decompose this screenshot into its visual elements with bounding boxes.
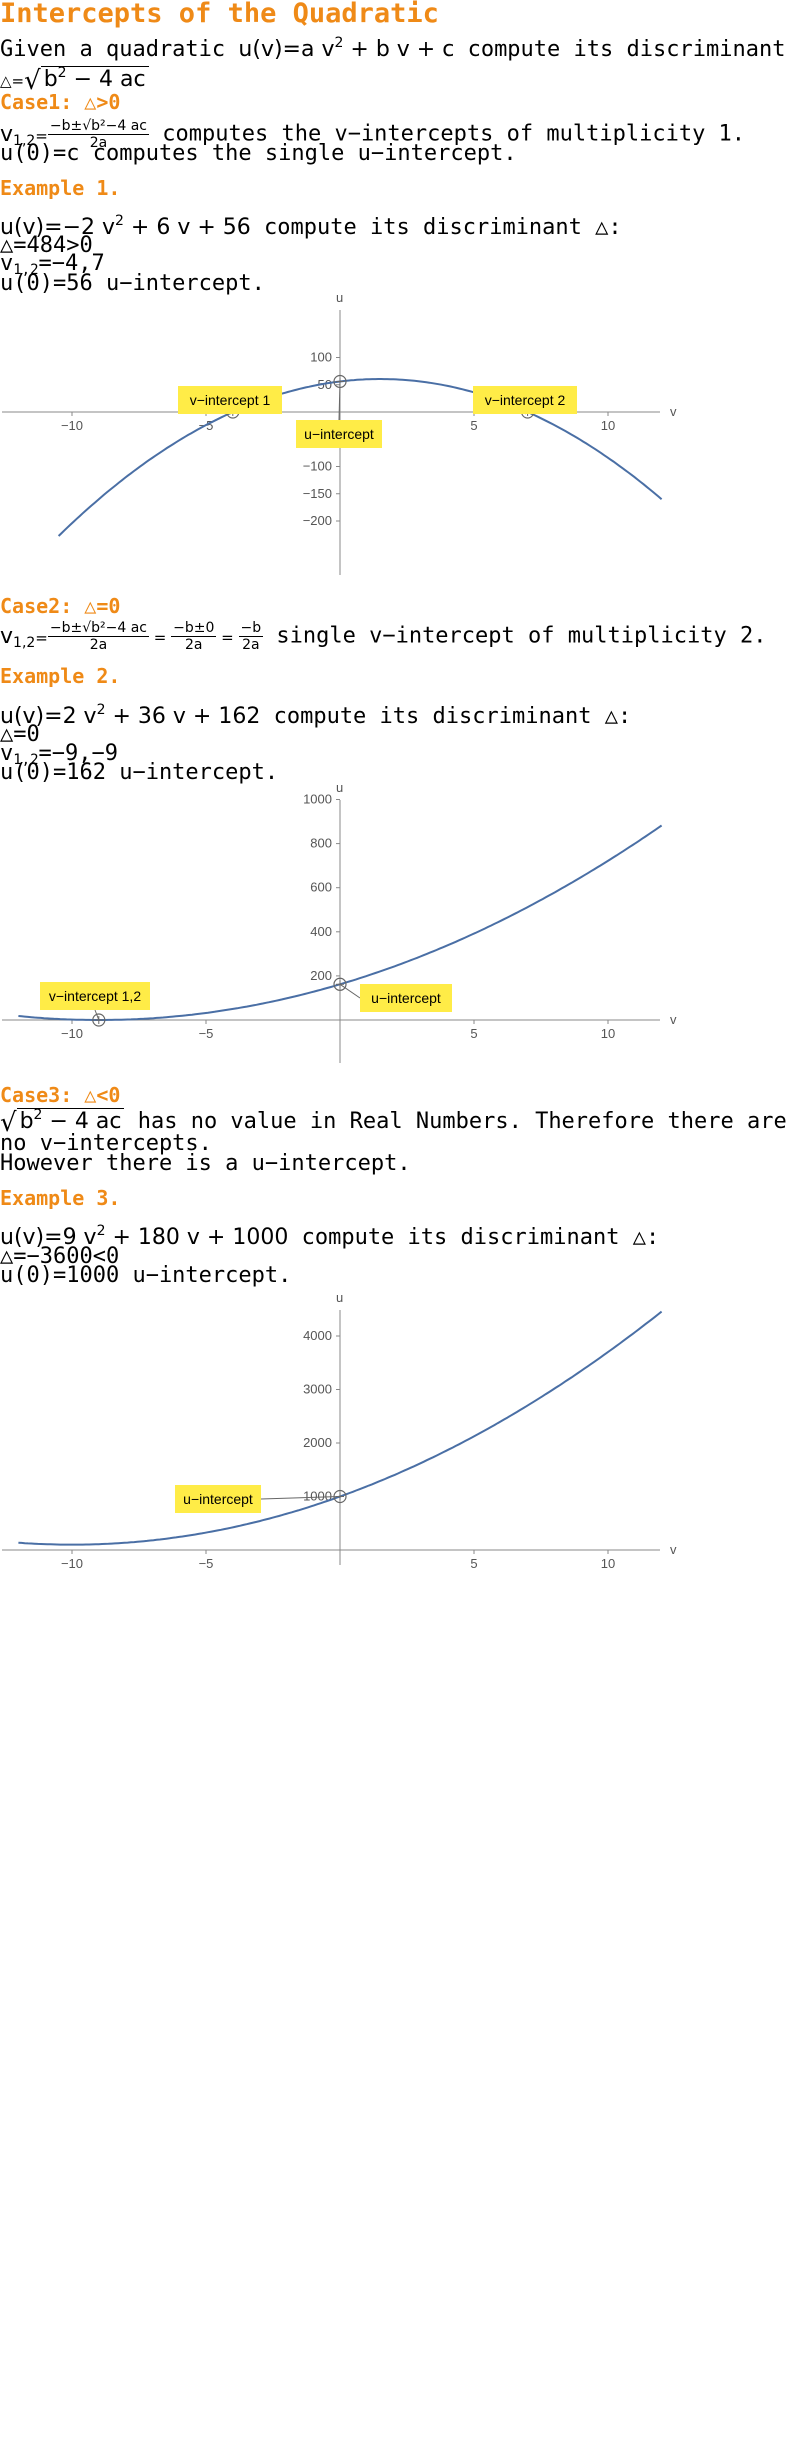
chart-example-3: v u −10 −5 5 10 1000 2000 3000 4000 u−intercept [2,1290,677,1570]
example3-eq: u(v)=9 v2 + 180 v + 1000 compute its dis… [0,1223,660,1250]
example2-u: u(0)=162 u−intercept. [0,760,279,785]
callout-leader [94,1009,100,1021]
callout-box [40,982,150,1010]
example2-roots: v1,2=−9,−9 [0,741,119,768]
y-tick-label: 400 [310,924,332,939]
example3-u: u(0)=1000 u−intercept. [0,1263,292,1288]
example2-eq: u(v)=2 v2 + 36 v + 162 compute its discr… [0,702,632,729]
example1-roots: v1,2=−4,7 [0,251,105,278]
case3-line3: However there is a u−intercept. [0,1151,411,1176]
case3-line2: no v−intercepts. [0,1131,212,1156]
intro-line: Given a quadratic u(v)=a v2 + b v + c co… [0,36,796,64]
case3-line1: √ b2 − 4 ac has no value in Real Numbers.… [0,1107,787,1138]
example2-disc: △=0 [0,722,40,747]
case2-heading: Case2: △=0 [0,594,121,618]
callout-box [178,386,282,414]
x-axis-label: v [670,1542,677,1557]
y-tick-label: 100 [310,350,332,365]
x-tick-label: −5 [199,1026,214,1041]
callout-label: v−intercept 1 [190,392,271,408]
callout-label: v−intercept 1,2 [49,988,141,1004]
y-tick-label: 1000 [303,1489,332,1504]
y-tick-label: −150 [303,486,332,501]
y-axis-label: u [336,290,343,305]
x-tick-label: 10 [601,1556,615,1570]
case1-formula: v1,2= −b±√b²−4 ac 2a computes the v−interc… [0,118,746,151]
callout-box [296,420,382,448]
example1-u: u(0)=56 u−intercept. [0,271,265,296]
y-tick-label: 200 [310,968,332,983]
intro-func: u(v)=a v2 + b v + c [238,35,455,62]
x-tick-label: −5 [199,1556,214,1570]
callout-leader [338,381,341,421]
y-tick-label: −100 [303,459,332,474]
x-tick-label: 10 [601,1026,615,1041]
chart-example-2: v u −10 −5 5 10 200 400 600 800 1000 v−intercept 1,… [2,780,677,1063]
y-tick-label: 4000 [303,1328,332,1343]
example1-disc: △=484>0 [0,233,93,258]
y-tick-label: 3000 [303,1382,332,1397]
case2-formula: v1,2= −b±√b²−4 ac 2a = −b±0 2a = −b 2a singl… [0,620,767,653]
x-tick-label: 5 [470,418,477,433]
x-tick-label: 5 [470,1026,477,1041]
y-tick-label: 1000 [303,792,332,807]
page-title: Intercepts of the Quadratic [0,0,439,29]
example3-heading: Example 3. [0,1186,121,1210]
y-tick-label: 800 [310,836,332,851]
callout-leader [339,983,361,999]
intercept-point [92,1013,106,1027]
callout-label: u−intercept [183,1491,253,1507]
callout-label: u−intercept [371,990,441,1006]
y-axis-label: u [336,780,343,795]
example2-heading: Example 2. [0,664,121,688]
callout-box [175,1485,261,1513]
chart-example-1: vu−10−5510−200−150−100−5050100v−intercep… [2,290,677,575]
callout-leader [260,1496,341,1500]
y-tick-label: 600 [310,880,332,895]
callout-label: v−intercept 2 [485,392,566,408]
y-tick-label: 2000 [303,1435,332,1450]
intro-given: Given a quadratic [0,37,239,62]
intro-compute: compute its discriminant △: [454,37,796,62]
case1-u-text: u(0)=c computes the single u−intercept. [0,141,517,166]
x-axis-label: v [670,1012,677,1027]
x-axis-label: v [670,404,677,419]
case1-heading: Case1: △>0 [0,90,121,114]
x-tick-label: −10 [61,418,83,433]
case3-heading: Case3: △<0 [0,1083,121,1107]
x-tick-label: −10 [61,1026,83,1041]
callout-box [473,386,577,414]
callout-label: u−intercept [304,426,374,442]
intercept-point [333,977,347,991]
y-tick-label: −200 [303,513,332,528]
y-axis-label: u [336,1290,343,1305]
example3-disc: △=−3600<0 [0,1244,120,1269]
x-tick-label: 5 [470,1556,477,1570]
discriminant-def: △=√ b2 − 4 ac [0,66,149,95]
series-line [57,378,663,537]
x-tick-label: 10 [601,418,615,433]
example1-eq: u(v)=−2 v2 + 6 v + 56 compute its discri… [0,213,622,240]
example1-heading: Example 1. [0,176,121,200]
callout-box [360,984,452,1012]
x-tick-label: −10 [61,1556,83,1570]
